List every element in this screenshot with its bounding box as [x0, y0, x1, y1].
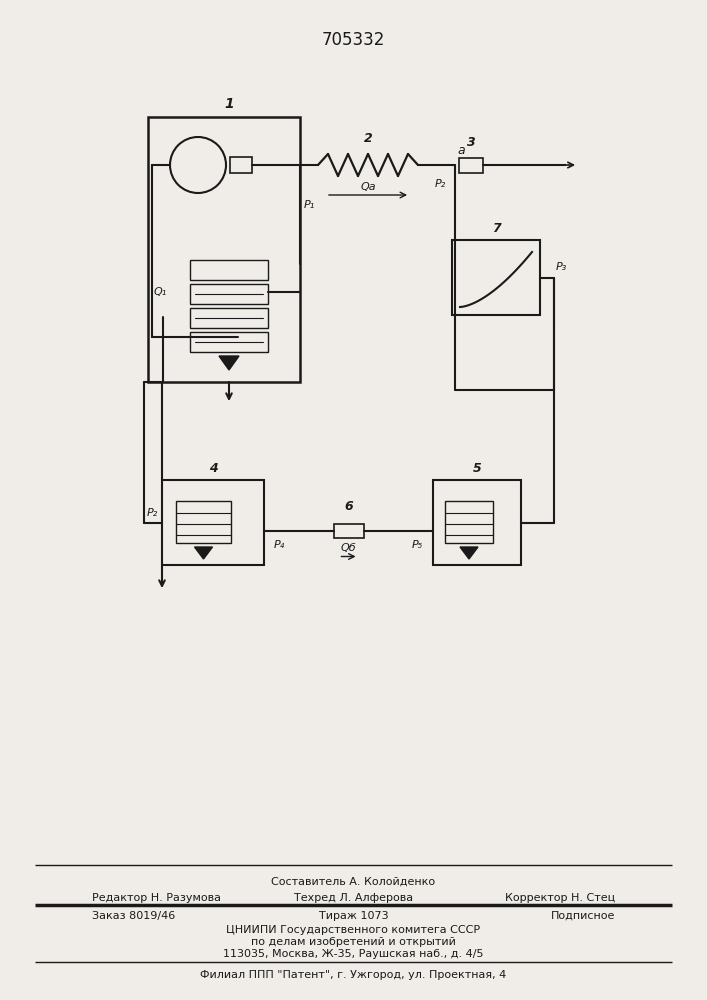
Text: 113035, Москва, Ж-35, Раушская наб., д. 4/5: 113035, Москва, Ж-35, Раушская наб., д. …: [223, 949, 484, 959]
Text: 3: 3: [467, 136, 475, 149]
Bar: [190, 308, 268, 328]
Bar: [162, 480, 264, 565]
Text: 6: 6: [344, 500, 353, 514]
Bar: [433, 480, 521, 565]
Bar: [190, 284, 268, 304]
Bar: [452, 240, 540, 315]
Polygon shape: [219, 356, 239, 370]
Text: Корректор Н. Стец: Корректор Н. Стец: [505, 893, 615, 903]
Text: 7: 7: [491, 222, 501, 235]
Bar: [445, 501, 493, 543]
Bar: [334, 524, 363, 538]
Text: P₅: P₅: [411, 540, 423, 550]
Polygon shape: [460, 547, 478, 559]
Bar: [190, 332, 268, 352]
Text: 5: 5: [472, 462, 481, 475]
Text: Подписное: Подписное: [551, 911, 615, 921]
Bar: [176, 501, 231, 543]
Text: 4: 4: [209, 462, 217, 475]
Text: P₂: P₂: [434, 179, 445, 189]
Bar: [459, 157, 483, 172]
Text: Q₁: Q₁: [154, 287, 168, 297]
Polygon shape: [194, 547, 213, 559]
Bar: [190, 260, 268, 280]
Text: Техред Л. Алферова: Техред Л. Алферова: [294, 893, 413, 903]
Text: Филиал ППП "Патент", г. Ужгород, ул. Проектная, 4: Филиал ППП "Патент", г. Ужгород, ул. Про…: [200, 970, 507, 980]
Text: ЦНИИПИ Государственного комитега СССР: ЦНИИПИ Государственного комитега СССР: [226, 925, 481, 935]
Text: Qб: Qб: [341, 544, 356, 554]
Bar: [148, 117, 300, 382]
Text: 1: 1: [224, 97, 234, 111]
Text: P₁: P₁: [304, 200, 315, 210]
Text: a: a: [457, 144, 464, 157]
Text: по делам изобретений и открытий: по делам изобретений и открытий: [251, 937, 456, 947]
Text: Qa: Qa: [360, 182, 376, 192]
Text: Заказ 8019/46: Заказ 8019/46: [92, 911, 175, 921]
Text: Редактор Н. Разумова: Редактор Н. Разумова: [92, 893, 221, 903]
Text: Составитель А. Колойденко: Составитель А. Колойденко: [271, 877, 436, 887]
Text: P₄: P₄: [274, 540, 285, 550]
Text: Тираж 1073: Тираж 1073: [319, 911, 388, 921]
Text: P₃: P₃: [556, 262, 567, 272]
Text: P₂: P₂: [147, 508, 158, 518]
Text: 705332: 705332: [322, 31, 385, 49]
Bar: [230, 157, 252, 173]
Text: 2: 2: [363, 132, 373, 145]
